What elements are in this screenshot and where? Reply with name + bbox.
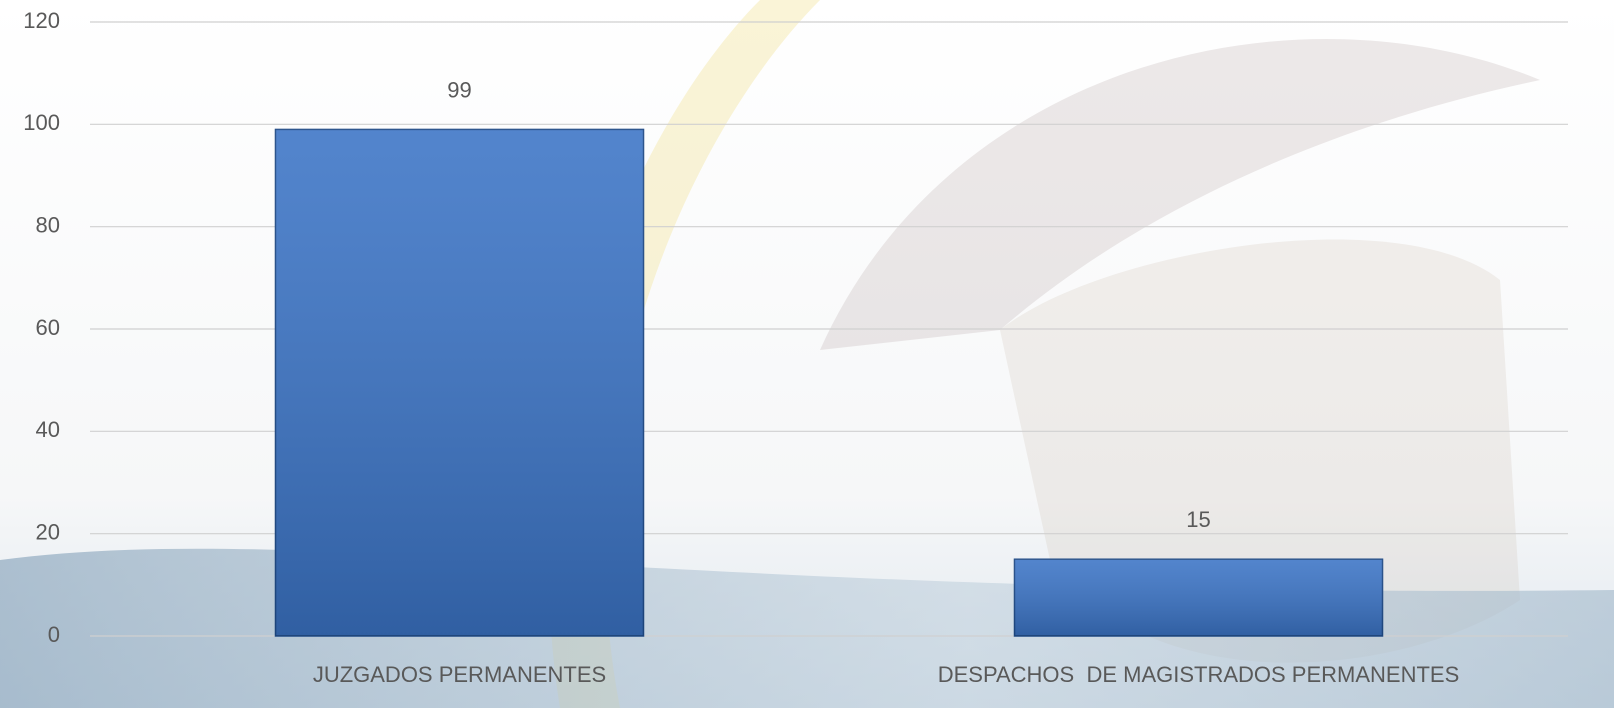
y-tick-label: 100 — [23, 110, 60, 135]
data-label: 15 — [1186, 507, 1210, 532]
y-tick-label: 60 — [36, 315, 60, 340]
data-label: 99 — [447, 77, 471, 102]
x-tick-label: JUZGADOS PERMANENTES — [313, 662, 606, 687]
y-tick-label: 0 — [48, 622, 60, 647]
watermark-eagle — [820, 38, 1540, 350]
y-tick-label: 20 — [36, 519, 60, 544]
y-tick-label: 80 — [36, 212, 60, 237]
x-tick-label: DESPACHOS DE MAGISTRADOS PERMANENTES — [938, 662, 1460, 687]
watermark-shield — [1000, 239, 1520, 663]
bar — [1013, 558, 1384, 637]
y-tick-label: 40 — [36, 417, 60, 442]
bar — [274, 128, 645, 637]
y-tick-label: 120 — [23, 8, 60, 33]
